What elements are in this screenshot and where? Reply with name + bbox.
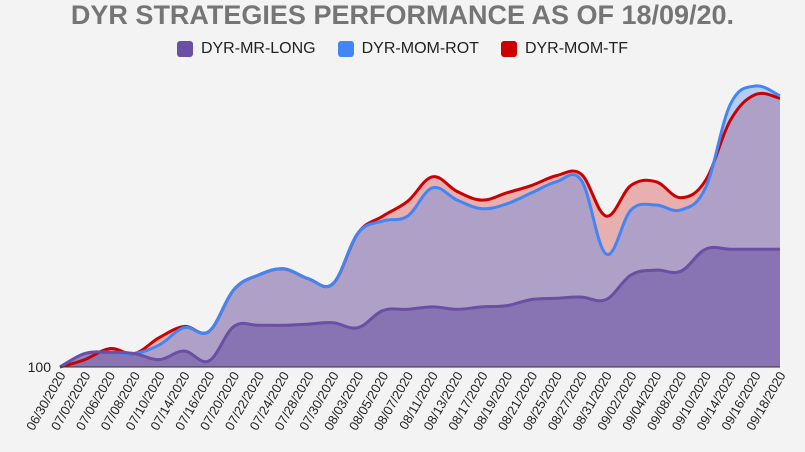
y-tick-label: 100: [28, 359, 52, 375]
area-dyr-mr-long: [60, 247, 780, 367]
legend-label-mom-tf: DYR-MOM-TF: [524, 40, 629, 57]
area-dyr-mom-rot: [60, 85, 780, 367]
line-dyr-mr-long: [59, 245, 780, 369]
legend-swatch-mr-long: [176, 41, 193, 57]
legend-swatch-mom-rot: [337, 41, 354, 57]
area-dyr-mom-tf: [60, 93, 780, 367]
legend-item-mom-tf[interactable]: DYR-MOM-TF: [500, 40, 629, 58]
legend-item-mr-long[interactable]: DYR-MR-LONG: [176, 40, 316, 58]
legend-swatch-mom-tf: [500, 41, 517, 57]
line-dyr-mom-rot: [59, 84, 781, 369]
legend-item-mom-rot[interactable]: DYR-MOM-ROT: [337, 40, 479, 58]
legend-label-mr-long: DYR-MR-LONG: [200, 40, 316, 57]
legend-label-mom-rot: DYR-MOM-ROT: [361, 40, 479, 57]
legend: DYR-MR-LONG DYR-MOM-ROT DYR-MOM-TF: [0, 40, 805, 58]
chart-title: DYR STRATEGIES PERFORMANCE AS OF 18/09/2…: [70, 0, 735, 30]
